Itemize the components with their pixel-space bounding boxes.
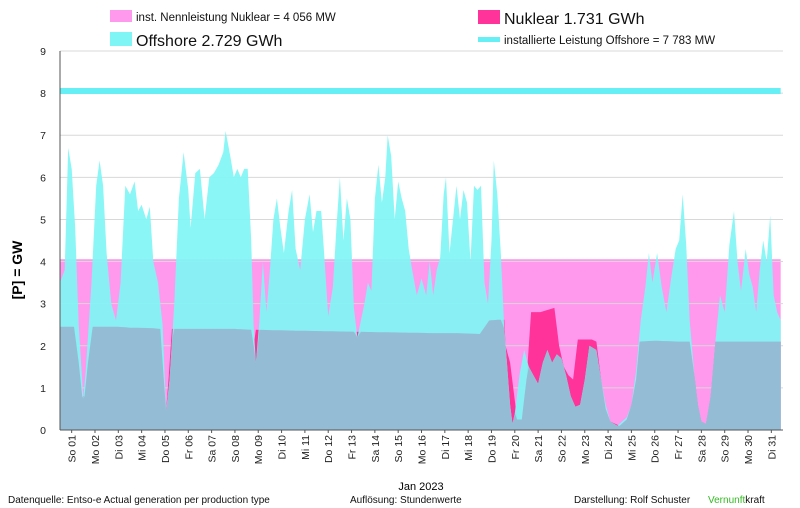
x-tick-label-3: Mi 04 — [137, 435, 149, 461]
x-tick-label-12: Fr 13 — [347, 435, 359, 460]
x-tick-label-16: Di 17 — [440, 435, 452, 460]
legend-item-offshore-capacity: installierte Leistung Offshore = 7 783 M… — [478, 35, 715, 47]
footer-brand-black: kraft — [745, 495, 765, 506]
x-tick-label-5: Fr 06 — [183, 435, 195, 460]
x-tick-label-17: Mi 18 — [463, 435, 475, 461]
legend-item-offshore-energy: Offshore 2.729 GWh — [110, 32, 282, 50]
legend: inst. Nennleistung Nuklear = 4 056 MW Nu… — [110, 10, 715, 50]
y-tick-label-5: 5 — [40, 214, 46, 226]
y-tick-label-9: 9 — [40, 46, 46, 58]
footer-brand: Vernunftkraft — [708, 495, 765, 506]
x-tick-label-18: Do 19 — [487, 435, 499, 463]
x-tick-label-19: Fr 20 — [510, 435, 522, 460]
y-tick-label-6: 6 — [40, 172, 46, 184]
legend-swatch-nuclear-energy — [478, 10, 500, 24]
x-tick-label-20: Sa 21 — [533, 435, 545, 463]
y-tick-label-4: 4 — [40, 257, 46, 269]
x-tick-label-23: Di 24 — [603, 435, 615, 460]
legend-label-offshore-energy: Offshore 2.729 GWh — [136, 33, 282, 50]
footer-credit: Darstellung: Rolf Schuster — [574, 495, 691, 506]
plot-area — [60, 50, 783, 431]
legend-item-nuclear-capacity: inst. Nennleistung Nuklear = 4 056 MW — [110, 10, 336, 24]
y-axis-label: [P] = GW — [9, 240, 25, 300]
y-tick-label-8: 8 — [40, 88, 46, 100]
legend-label-nuclear-energy: Nuklear 1.731 GWh — [504, 11, 645, 28]
legend-label-nuclear-capacity: inst. Nennleistung Nuklear = 4 056 MW — [136, 12, 336, 24]
overlap-area — [60, 319, 781, 430]
x-tick-label-2: Di 03 — [113, 435, 125, 460]
legend-swatch-offshore-energy — [110, 32, 132, 46]
x-tick-label-4: Do 05 — [160, 435, 172, 463]
x-tick-label-21: So 22 — [556, 435, 568, 463]
x-tick-label-29: Mo 30 — [743, 435, 755, 464]
footer-source: Datenquelle: Entso-e Actual generation p… — [8, 495, 270, 506]
x-tick-label-0: So 01 — [67, 435, 79, 463]
x-tick-label-1: Mo 02 — [90, 435, 102, 464]
legend-item-nuclear-energy: Nuklear 1.731 GWh — [478, 10, 645, 28]
x-tick-label-28: So 29 — [720, 435, 732, 463]
legend-label-offshore-capacity: installierte Leistung Offshore = 7 783 M… — [504, 35, 715, 47]
y-axis: 0 1 2 3 4 5 6 7 8 9 — [40, 46, 61, 437]
x-tick-label-25: Do 26 — [650, 435, 662, 463]
legend-swatch-nuclear-capacity — [110, 10, 132, 22]
x-tick-label-13: Sa 14 — [370, 435, 382, 463]
x-tick-label-11: Do 12 — [323, 435, 335, 463]
x-tick-label-9: Di 10 — [277, 435, 289, 460]
offshore-capacity-line — [60, 88, 781, 95]
y-tick-label-3: 3 — [40, 299, 46, 311]
x-tick-label-15: Mo 16 — [417, 435, 429, 464]
x-tick-label-8: Mo 09 — [253, 435, 265, 464]
x-tick-label-30: Di 31 — [766, 435, 778, 460]
x-tick-label-26: Fr 27 — [673, 435, 685, 460]
x-tick-label-27: Sa 28 — [696, 435, 708, 463]
footer-brand-green: Vernunft — [708, 495, 745, 506]
x-tick-label-24: Mi 25 — [626, 435, 638, 461]
x-tick-label-7: So 08 — [230, 435, 242, 463]
x-tick-label-14: So 15 — [393, 435, 405, 463]
y-tick-label-7: 7 — [40, 130, 46, 142]
footer-resolution: Auflösung: Stundenwerte — [350, 495, 462, 506]
y-tick-label-1: 1 — [40, 383, 46, 395]
y-tick-label-0: 0 — [40, 425, 46, 437]
x-tick-label-10: Mi 11 — [300, 435, 312, 460]
x-axis-label: Jan 2023 — [398, 481, 443, 493]
legend-swatch-offshore-capacity — [478, 37, 500, 42]
x-tick-label-22: Mo 23 — [580, 435, 592, 464]
y-tick-label-2: 2 — [40, 341, 46, 353]
x-axis: So 01 Mo 02 Di 03 Mi 04 Do 05 Fr 06 Sa 07 So 08… — [60, 429, 783, 464]
x-tick-label-6: Sa 07 — [207, 435, 219, 463]
